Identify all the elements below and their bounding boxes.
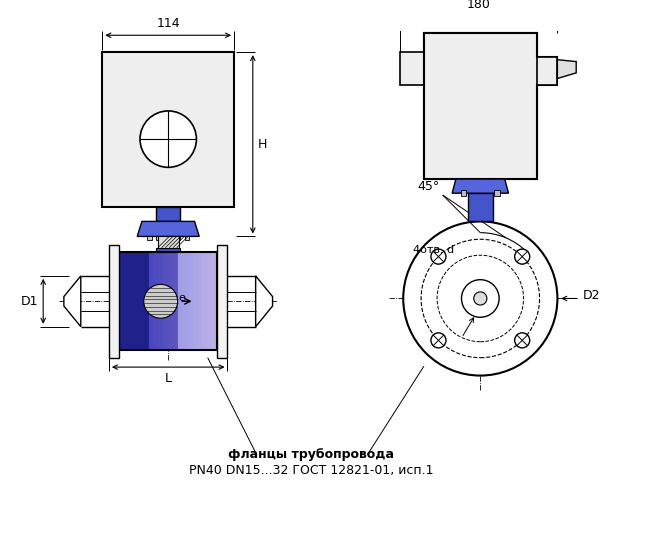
Polygon shape — [452, 179, 509, 193]
Bar — [183, 253, 188, 350]
Polygon shape — [109, 245, 119, 358]
Circle shape — [431, 333, 446, 348]
Bar — [119, 253, 125, 350]
Text: L: L — [165, 372, 172, 385]
Bar — [168, 253, 173, 350]
Bar — [202, 253, 208, 350]
Bar — [537, 57, 557, 85]
Bar — [193, 253, 198, 350]
Circle shape — [461, 280, 499, 317]
Text: DN: DN — [447, 337, 467, 350]
Text: 114: 114 — [156, 17, 180, 30]
Text: PN40 DN15...32 ГОСТ 12821-01, исп.1: PN40 DN15...32 ГОСТ 12821-01, исп.1 — [189, 464, 434, 477]
Text: D2: D2 — [583, 289, 600, 302]
Circle shape — [140, 111, 197, 167]
Text: 45°: 45° — [417, 180, 440, 193]
Bar — [173, 253, 178, 350]
Bar — [468, 193, 493, 221]
Text: 180: 180 — [467, 0, 491, 11]
Bar — [149, 253, 154, 350]
Text: H: H — [258, 138, 267, 151]
Bar — [164, 253, 169, 350]
Bar — [400, 52, 424, 85]
Bar — [124, 253, 130, 350]
Circle shape — [474, 292, 487, 305]
Bar — [495, 190, 500, 196]
Bar — [139, 253, 144, 350]
Bar — [178, 253, 184, 350]
Bar — [158, 253, 164, 350]
Polygon shape — [256, 276, 273, 327]
Bar — [185, 237, 190, 240]
Bar — [207, 253, 213, 350]
Circle shape — [403, 221, 557, 376]
Circle shape — [515, 333, 530, 348]
Bar — [156, 237, 161, 240]
Bar — [175, 237, 180, 240]
Text: e: e — [178, 293, 186, 303]
Circle shape — [515, 249, 530, 264]
Polygon shape — [424, 34, 557, 179]
Bar — [158, 237, 178, 248]
Bar — [144, 253, 149, 350]
Bar — [134, 253, 140, 350]
Text: 4отв. d: 4отв. d — [413, 245, 454, 255]
Polygon shape — [64, 276, 80, 327]
Bar — [188, 253, 193, 350]
Bar — [156, 248, 180, 253]
Bar — [103, 52, 234, 207]
Bar — [156, 207, 180, 221]
Bar — [424, 34, 537, 179]
Text: фланцы трубопровода: фланцы трубопровода — [228, 448, 394, 461]
Circle shape — [431, 249, 446, 264]
Circle shape — [144, 285, 178, 318]
Bar — [197, 253, 203, 350]
Bar — [129, 253, 134, 350]
Bar — [461, 190, 466, 196]
Bar — [212, 253, 217, 350]
Polygon shape — [137, 221, 199, 237]
Bar — [154, 253, 159, 350]
Polygon shape — [557, 60, 576, 78]
Text: D1: D1 — [21, 295, 38, 308]
Polygon shape — [217, 245, 227, 358]
Bar — [119, 253, 217, 350]
Bar — [147, 237, 152, 240]
